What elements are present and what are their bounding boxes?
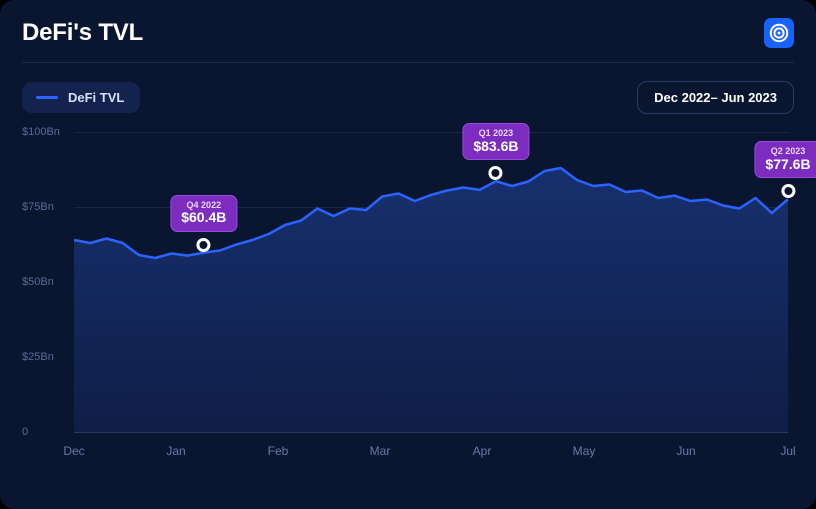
brand-logo-badge bbox=[764, 18, 794, 48]
callout-marker bbox=[197, 238, 211, 252]
chart: DappRadar 0$25Bn$50Bn$75Bn$100BnDecJanFe… bbox=[22, 124, 794, 464]
date-range-selector[interactable]: Dec 2022– Jun 2023 bbox=[637, 81, 794, 114]
callout-box: Q2 2023 $77.6B bbox=[754, 141, 816, 178]
legend-item[interactable]: DeFi TVL bbox=[22, 82, 140, 113]
data-callout: Q1 2023 $83.6B bbox=[462, 123, 529, 180]
page-title: DeFi's TVL bbox=[22, 19, 143, 47]
card-header: DeFi's TVL bbox=[22, 18, 794, 63]
callout-value: $60.4B bbox=[181, 210, 226, 225]
data-callout: Q2 2023 $77.6B bbox=[754, 141, 816, 198]
callout-box: Q4 2022 $60.4B bbox=[170, 195, 237, 232]
legend-label: DeFi TVL bbox=[68, 90, 124, 105]
radar-icon bbox=[768, 22, 790, 44]
controls-row: DeFi TVL Dec 2022– Jun 2023 bbox=[22, 81, 794, 114]
callout-marker bbox=[781, 184, 795, 198]
callout-value: $83.6B bbox=[473, 139, 518, 154]
callout-box: Q1 2023 $83.6B bbox=[462, 123, 529, 160]
legend-swatch bbox=[36, 96, 58, 99]
area-chart-svg bbox=[22, 124, 794, 464]
data-callout: Q4 2022 $60.4B bbox=[170, 195, 237, 252]
callout-value: $77.6B bbox=[765, 157, 810, 172]
chart-card: DeFi's TVL DeFi TVL Dec 2022– Jun 2023 bbox=[0, 0, 816, 509]
date-range-label: Dec 2022– Jun 2023 bbox=[654, 90, 777, 105]
callout-marker bbox=[489, 166, 503, 180]
